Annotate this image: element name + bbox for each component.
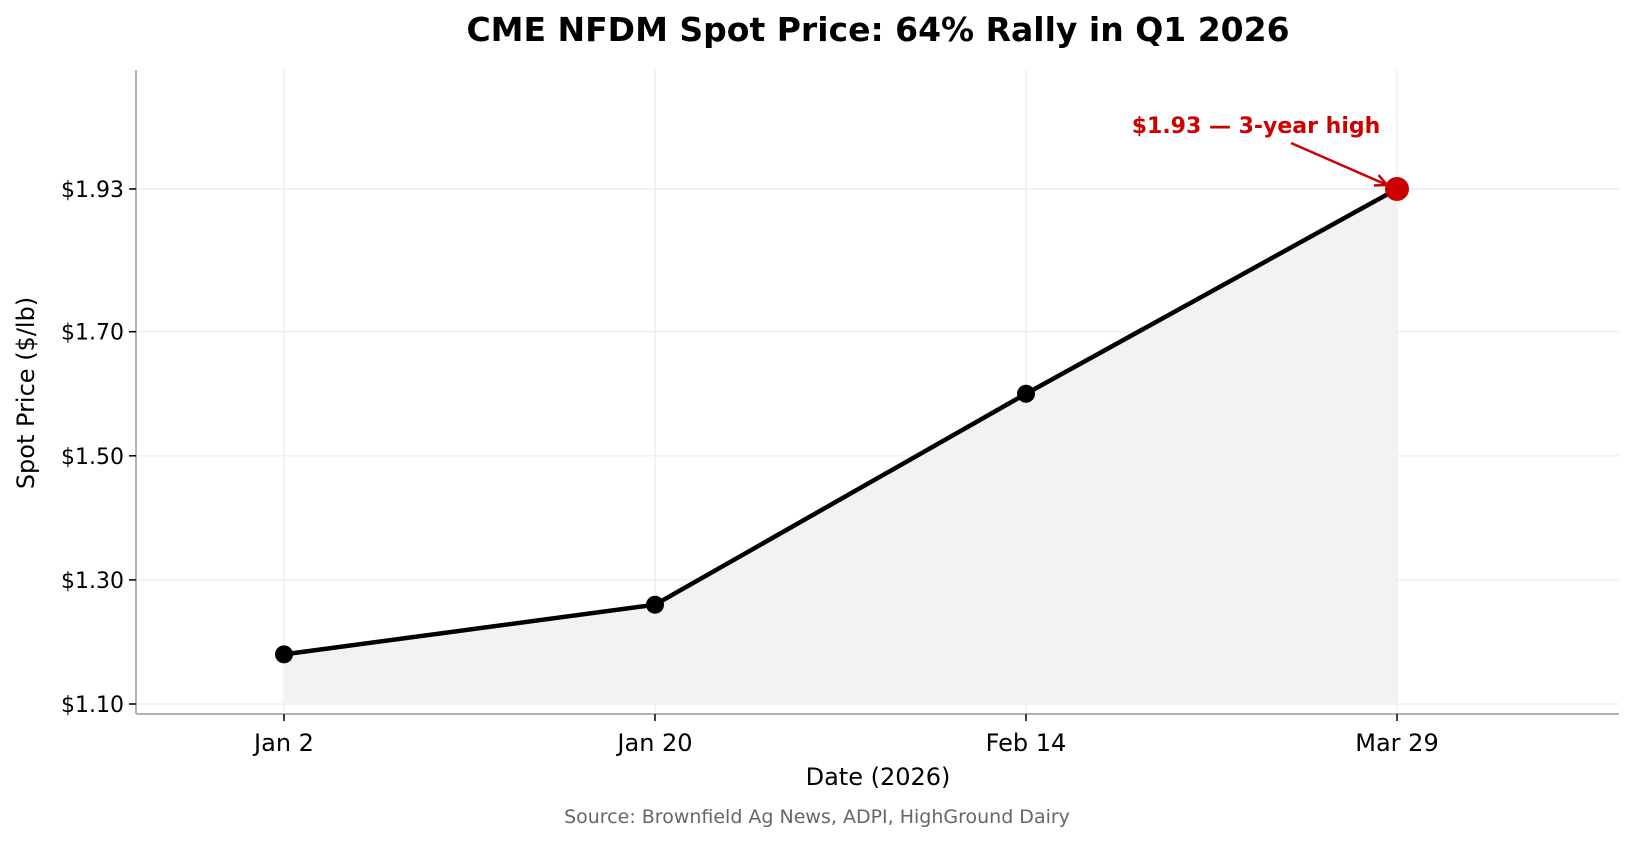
x-tick-label: Mar 29 — [1355, 729, 1438, 757]
annotation-arrowhead — [1373, 174, 1390, 187]
series-line — [281, 186, 1400, 657]
annotation-arrow — [1290, 141, 1388, 187]
data-point — [1017, 384, 1035, 403]
x-tick-label: Jan 20 — [615, 729, 692, 757]
source-note: Source: Brownfield Ag News, ADPI, HighGr… — [564, 806, 1070, 828]
axes-spines — [135, 70, 1619, 715]
data-point — [646, 595, 664, 614]
data-points — [275, 176, 1409, 664]
y-tick-label: $1.30 — [61, 569, 124, 594]
annotation: $1.93 — 3-year high — [1132, 114, 1390, 187]
x-axis-label: Date (2026) — [806, 763, 951, 791]
y-axis-ticks: $1.10 $1.30 $1.50 $1.70 $1.93 — [61, 178, 136, 718]
y-tick-label: $1.93 — [61, 178, 124, 203]
data-point — [275, 645, 293, 664]
chart-title: CME NFDM Spot Price: 64% Rally in Q1 202… — [466, 10, 1289, 49]
x-tick-label: Jan 2 — [252, 729, 314, 757]
y-axis-label: Spot Price ($/lb) — [12, 297, 40, 489]
x-tick-label: Feb 14 — [986, 729, 1067, 757]
highlight-point — [1385, 176, 1409, 201]
x-axis-ticks: Jan 2 Jan 20 Feb 14 Mar 29 — [252, 714, 1439, 757]
annotation-label: $1.93 — 3-year high — [1132, 114, 1381, 139]
y-tick-label: $1.70 — [61, 321, 124, 346]
area-fill — [284, 188, 1397, 705]
y-tick-label: $1.10 — [61, 693, 124, 718]
y-tick-label: $1.50 — [61, 445, 124, 470]
